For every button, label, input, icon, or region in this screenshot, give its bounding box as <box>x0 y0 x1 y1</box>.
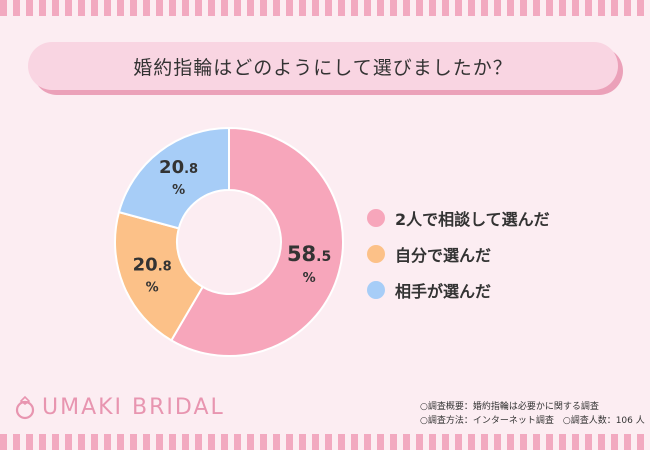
legend-item-partner: 相手が選んだ <box>367 272 550 308</box>
slice-label-partner: 20.8 <box>159 157 198 178</box>
legend-item-self: 自分で選んだ <box>367 236 550 272</box>
survey-note-method: ○調査方法：インターネット調査 ○調査人数：106 人 <box>420 416 645 426</box>
bottom-stripe-border <box>0 434 650 450</box>
slice-label-together: 58.5 <box>287 242 331 266</box>
chart-title: 婚約指輪はどのようにして選びましたか？ <box>28 42 618 90</box>
slice-unit-partner: % <box>172 183 185 198</box>
legend-label-together: 2人で相談して選んだ <box>395 210 550 229</box>
survey-note-summary: ○調査概要：婚約指輪は必要かに関する調査 <box>420 402 599 412</box>
legend-item-together: 2人で相談して選んだ <box>367 200 550 236</box>
legend: 2人で相談して選んだ 自分で選んだ 相手が選んだ <box>367 200 550 308</box>
slice-unit-together: % <box>303 271 316 286</box>
legend-label-partner: 相手が選んだ <box>395 282 492 301</box>
logo-text: UMAKI BRIDAL <box>42 394 225 420</box>
survey-notes: ○調査概要：婚約指輪は必要かに関する調査 ○調査方法：インターネット調査 ○調査… <box>420 400 645 428</box>
legend-label-self: 自分で選んだ <box>395 246 492 265</box>
legend-dot-pink <box>367 209 385 227</box>
umaki-bridal-logo: UMAKI BRIDAL <box>14 394 225 420</box>
legend-dot-blue <box>367 281 385 299</box>
donut-slice-together <box>169 126 344 357</box>
ring-icon <box>15 395 35 420</box>
top-stripe-border <box>0 0 650 16</box>
donut-slice-partner <box>117 126 230 230</box>
slice-unit-self: % <box>146 280 159 295</box>
donut-slice-self <box>114 210 205 342</box>
slice-label-self: 20.8 <box>133 254 172 275</box>
legend-dot-orange <box>367 245 385 263</box>
